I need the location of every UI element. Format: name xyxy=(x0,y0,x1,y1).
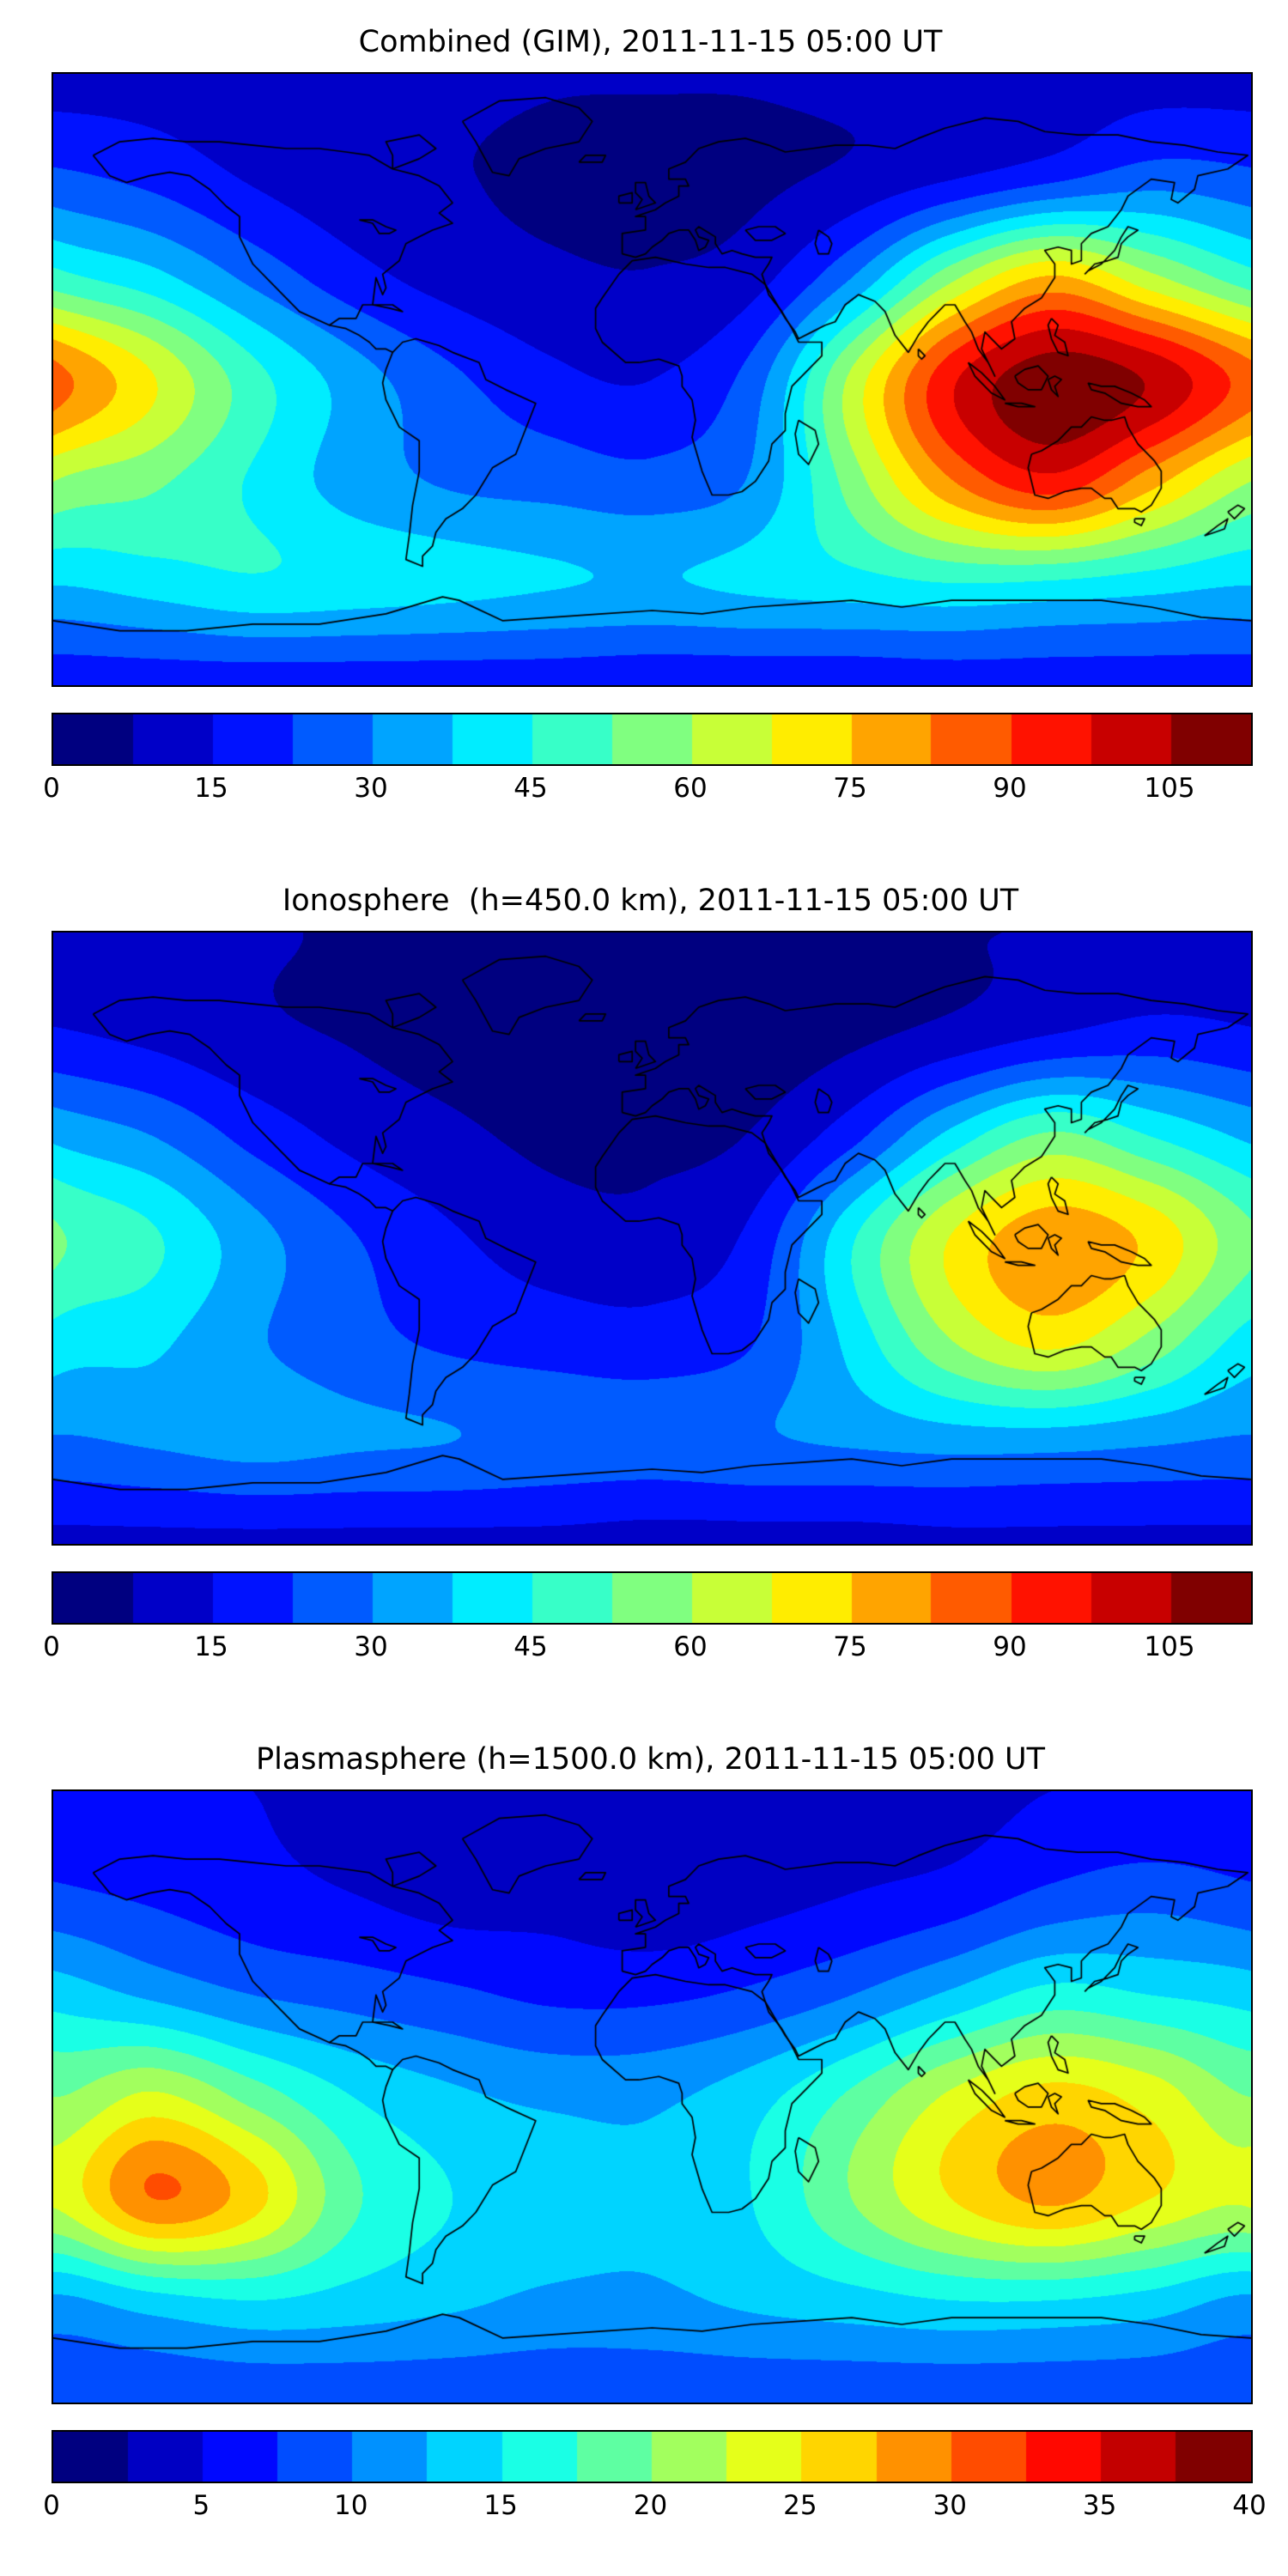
colorbar-tick-label: 105 xyxy=(1144,773,1195,804)
colorbar-tick-label: 90 xyxy=(993,1631,1027,1662)
colorbar-canvas xyxy=(52,2430,1253,2483)
panel-title: Combined (GIM), 2011-11-15 05:00 UT xyxy=(358,25,943,59)
panel-combined-gim: Combined (GIM), 2011-11-15 05:00 UT 0 15 3… xyxy=(0,0,1288,859)
colorbar-tick-label: 15 xyxy=(194,1631,228,1662)
colorbar-tick-label: 0 xyxy=(43,2490,60,2521)
colorbar-tick-label: 10 xyxy=(334,2490,368,2521)
colorbar-frame xyxy=(52,713,1253,766)
colorbar-tick-label: 30 xyxy=(933,2490,967,2521)
colorbar-tick-label: 30 xyxy=(354,773,388,804)
colorbar-tick-row: 0 5 10 15 20 25 30 35 40 xyxy=(43,2490,1267,2528)
colorbar-tick-label: 15 xyxy=(483,2490,518,2521)
colorbar-tick-label: 5 xyxy=(192,2490,210,2521)
colorbar-tick-label: 105 xyxy=(1144,1631,1195,1662)
colorbar-tick-label: 0 xyxy=(43,1631,60,1662)
colorbar-frame xyxy=(52,1571,1253,1625)
panel-title: Plasmasphere (h=1500.0 km), 2011-11-15 0… xyxy=(255,1742,1046,1777)
colorbar-tick-label: 45 xyxy=(513,1631,548,1662)
colorbar-tick-label: 35 xyxy=(1082,2490,1117,2521)
colorbar-tick-label: 45 xyxy=(513,773,548,804)
map-frame xyxy=(52,931,1253,1546)
colorbar-tick-label: 60 xyxy=(673,773,708,804)
colorbar-tick-label: 40 xyxy=(1232,2490,1267,2521)
colorbar-tick-label: 60 xyxy=(673,1631,708,1662)
colorbar-tick-row: 0 15 30 45 60 75 90 105 xyxy=(43,1631,1249,1669)
panel-title: Ionosphere (h=450.0 km), 2011-11-15 05:0… xyxy=(282,884,1019,918)
colorbar-tick-label: 25 xyxy=(783,2490,817,2521)
map-frame xyxy=(52,72,1253,687)
map-frame xyxy=(52,1789,1253,2404)
colorbar-canvas xyxy=(52,1571,1253,1625)
colorbar-tick-label: 0 xyxy=(43,773,60,804)
colorbar-tick-row: 0 15 30 45 60 75 90 105 xyxy=(43,773,1249,811)
panel-ionosphere: Ionosphere (h=450.0 km), 2011-11-15 05:0… xyxy=(0,859,1288,1717)
colorbar-tick-label: 90 xyxy=(993,773,1027,804)
panel-plasmasphere: Plasmasphere (h=1500.0 km), 2011-11-15 0… xyxy=(0,1717,1288,2576)
world-map-canvas xyxy=(52,931,1253,1546)
colorbar-tick-label: 15 xyxy=(194,773,228,804)
colorbar-tick-label: 30 xyxy=(354,1631,388,1662)
world-map-canvas xyxy=(52,1789,1253,2404)
world-map-canvas xyxy=(52,72,1253,687)
colorbar-tick-label: 75 xyxy=(833,773,867,804)
colorbar-tick-label: 75 xyxy=(833,1631,867,1662)
colorbar-frame xyxy=(52,2430,1253,2483)
colorbar-canvas xyxy=(52,713,1253,766)
colorbar-tick-label: 20 xyxy=(633,2490,668,2521)
